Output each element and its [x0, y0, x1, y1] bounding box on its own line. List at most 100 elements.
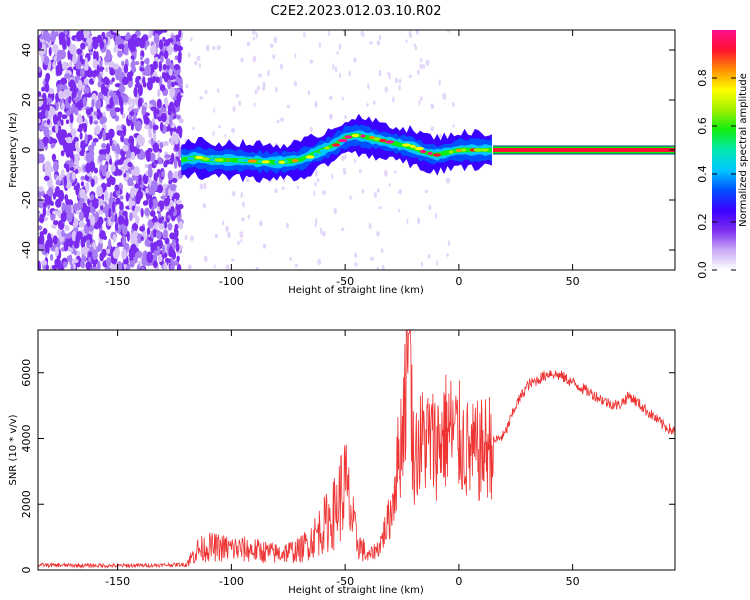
noise-speckle: [122, 124, 127, 137]
noise-speckle: [38, 260, 41, 270]
faint-speckle: [344, 115, 348, 119]
noise-speckle: [141, 105, 146, 117]
faint-speckle: [303, 32, 306, 38]
faint-speckle: [349, 195, 353, 200]
noise-speckle: [39, 231, 45, 236]
noise-speckle: [178, 159, 182, 168]
noise-speckle: [93, 126, 101, 135]
noise-speckle: [42, 206, 47, 218]
spectrogram-image: [38, 30, 675, 270]
faint-speckle: [378, 69, 382, 77]
noise-speckle: [167, 109, 173, 116]
noise-speckle: [38, 244, 44, 252]
noise-speckle: [134, 61, 140, 66]
faint-speckle: [294, 263, 299, 268]
noise-speckle: [122, 235, 127, 247]
noise-speckle: [96, 198, 104, 204]
noise-speckle: [133, 86, 138, 98]
noise-speckle: [91, 113, 98, 120]
noise-speckle: [77, 91, 82, 101]
noise-speckle: [87, 144, 95, 153]
faint-speckle: [227, 231, 231, 239]
noise-speckle: [144, 65, 148, 77]
noise-speckle: [53, 160, 59, 172]
noise-speckle: [73, 185, 78, 191]
noise-speckle: [64, 30, 69, 36]
faint-speckle: [218, 125, 222, 129]
faint-speckle: [204, 89, 208, 95]
noise-speckle: [176, 92, 182, 104]
faint-speckle: [428, 204, 432, 211]
noise-speckle: [152, 132, 157, 142]
spectrogram-xtick-label: 50: [566, 275, 580, 288]
noise-speckle: [66, 255, 72, 262]
faint-speckle: [353, 159, 357, 164]
noise-speckle: [159, 84, 166, 92]
noise-speckle: [114, 222, 119, 231]
noise-speckle: [48, 46, 52, 57]
faint-speckle: [338, 43, 342, 51]
faint-speckle: [344, 153, 347, 160]
noise-speckle: [75, 60, 82, 70]
ridge-hot-spot: [392, 141, 400, 146]
faint-speckle: [239, 231, 244, 238]
noise-speckle: [133, 165, 140, 177]
faint-speckle: [358, 168, 362, 174]
faint-speckle: [212, 130, 215, 137]
faint-speckle: [405, 39, 408, 43]
faint-speckle: [336, 51, 340, 55]
noise-speckle: [77, 128, 83, 133]
faint-speckle: [262, 243, 267, 249]
noise-speckle: [105, 171, 111, 178]
noise-speckle: [108, 208, 112, 219]
noise-speckle: [135, 250, 143, 258]
noise-speckle: [107, 238, 112, 251]
noise-speckle: [163, 97, 168, 104]
faint-speckle: [413, 43, 416, 47]
spectrogram-ytick-label: 0: [20, 147, 33, 154]
ridge-hot-spot: [420, 149, 427, 154]
snr-panel: -150 -100 -50 0 50 0 2000 4000 6000 Height of st…: [8, 329, 676, 596]
noise-speckle: [55, 92, 59, 103]
faint-speckle: [230, 258, 235, 262]
faint-speckle: [240, 57, 244, 63]
noise-speckle: [142, 173, 149, 185]
noise-speckle: [148, 132, 153, 139]
noise-speckle: [86, 218, 91, 228]
faint-speckle: [353, 56, 357, 63]
noise-speckle: [118, 210, 124, 216]
faint-speckle: [203, 255, 208, 263]
noise-speckle: [116, 169, 123, 176]
noise-speckle: [110, 176, 116, 186]
noise-speckle: [117, 215, 125, 225]
faint-speckle: [341, 96, 345, 101]
noise-speckle: [62, 89, 70, 99]
noise-speckle: [159, 121, 164, 132]
noise-speckle: [60, 119, 64, 126]
faint-speckle: [216, 45, 221, 51]
faint-speckle: [269, 43, 274, 48]
noise-speckle: [137, 238, 142, 244]
faint-speckle: [187, 52, 191, 58]
noise-speckle: [45, 195, 52, 205]
noise-speckle: [153, 250, 158, 261]
noise-speckle: [94, 111, 98, 116]
ridge-hot-spot: [441, 151, 452, 156]
noise-speckle: [115, 197, 121, 205]
noise-speckle: [149, 120, 153, 130]
noise-speckle: [129, 260, 135, 268]
faint-speckle: [286, 104, 291, 109]
noise-speckle: [96, 185, 103, 197]
noise-speckle: [109, 191, 113, 204]
spectrogram-ytick-label: -40: [20, 241, 33, 259]
noise-speckle: [72, 53, 77, 65]
noise-speckle: [93, 120, 99, 125]
noise-speckle: [85, 261, 92, 270]
noise-speckle: [71, 258, 79, 264]
noise-speckle: [128, 115, 133, 120]
faint-speckle: [427, 253, 431, 259]
noise-speckle: [92, 249, 98, 261]
noise-speckle: [101, 248, 107, 258]
noise-speckle: [87, 198, 91, 205]
noise-speckle: [111, 111, 117, 116]
